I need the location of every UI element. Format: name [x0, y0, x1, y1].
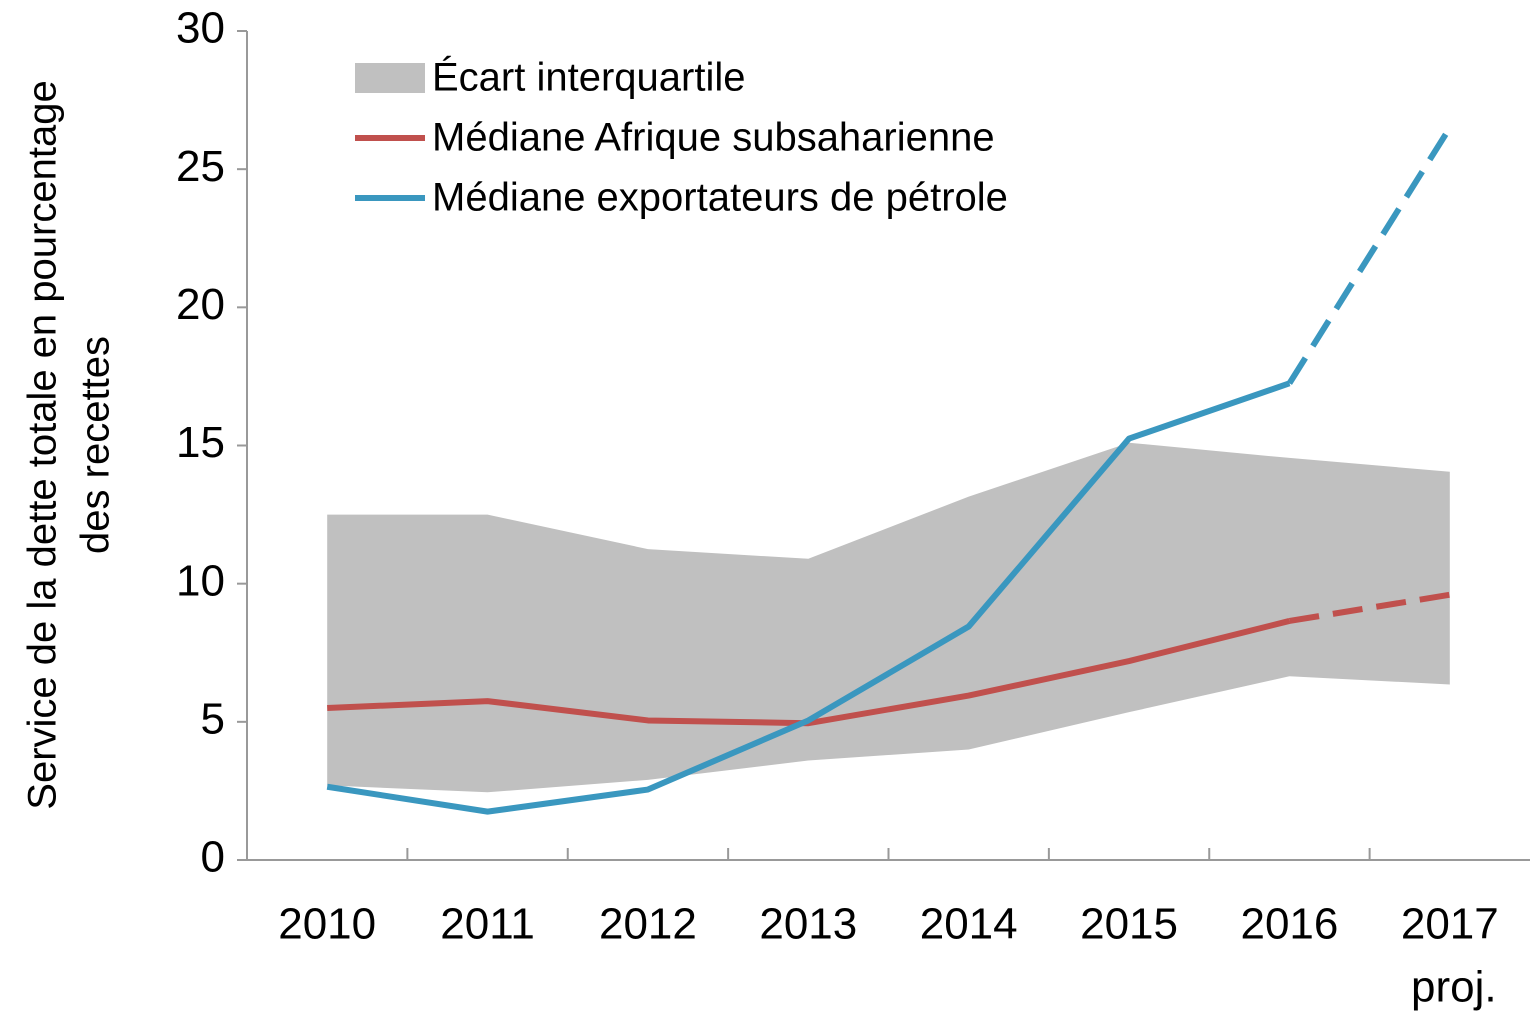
y-tick-label: 30 [176, 4, 225, 53]
interquartile-band [327, 442, 1450, 793]
line [326, 380, 1291, 815]
x-tick-label: 2016 [1240, 900, 1338, 949]
legend-label: Écart interquartile [432, 55, 745, 100]
x-annotation: proj. [1411, 963, 1497, 1012]
y-tick-label: 0 [201, 833, 225, 882]
y-tick-label: 10 [176, 556, 225, 605]
y-axis-label: Service de la dette totale en pourcentag… [21, 80, 65, 809]
x-tick-label: 2013 [759, 900, 857, 949]
x-tick-label: 2012 [599, 900, 697, 949]
band-layer [327, 442, 1450, 793]
y-axis-label: des recettes [74, 336, 118, 554]
legend-swatch [355, 63, 425, 93]
x-tick-label: 2014 [920, 900, 1018, 949]
x-tick-label: 2010 [278, 900, 376, 949]
legend-label: Médiane exportateurs de pétrole [432, 176, 1008, 220]
x-tick-label: 2011 [440, 900, 535, 949]
legend-label: Médiane Afrique subsaharienne [432, 116, 995, 160]
x-tick-label: 2015 [1080, 900, 1178, 949]
y-tick-label: 25 [176, 142, 225, 191]
projected-line [1288, 591, 1451, 624]
x-tick-label: 2017 [1401, 900, 1499, 949]
y-tick-label: 15 [176, 418, 225, 467]
y-tick-label: 5 [201, 694, 225, 743]
projected-line [1286, 126, 1453, 385]
y-tick-label: 20 [176, 280, 225, 329]
